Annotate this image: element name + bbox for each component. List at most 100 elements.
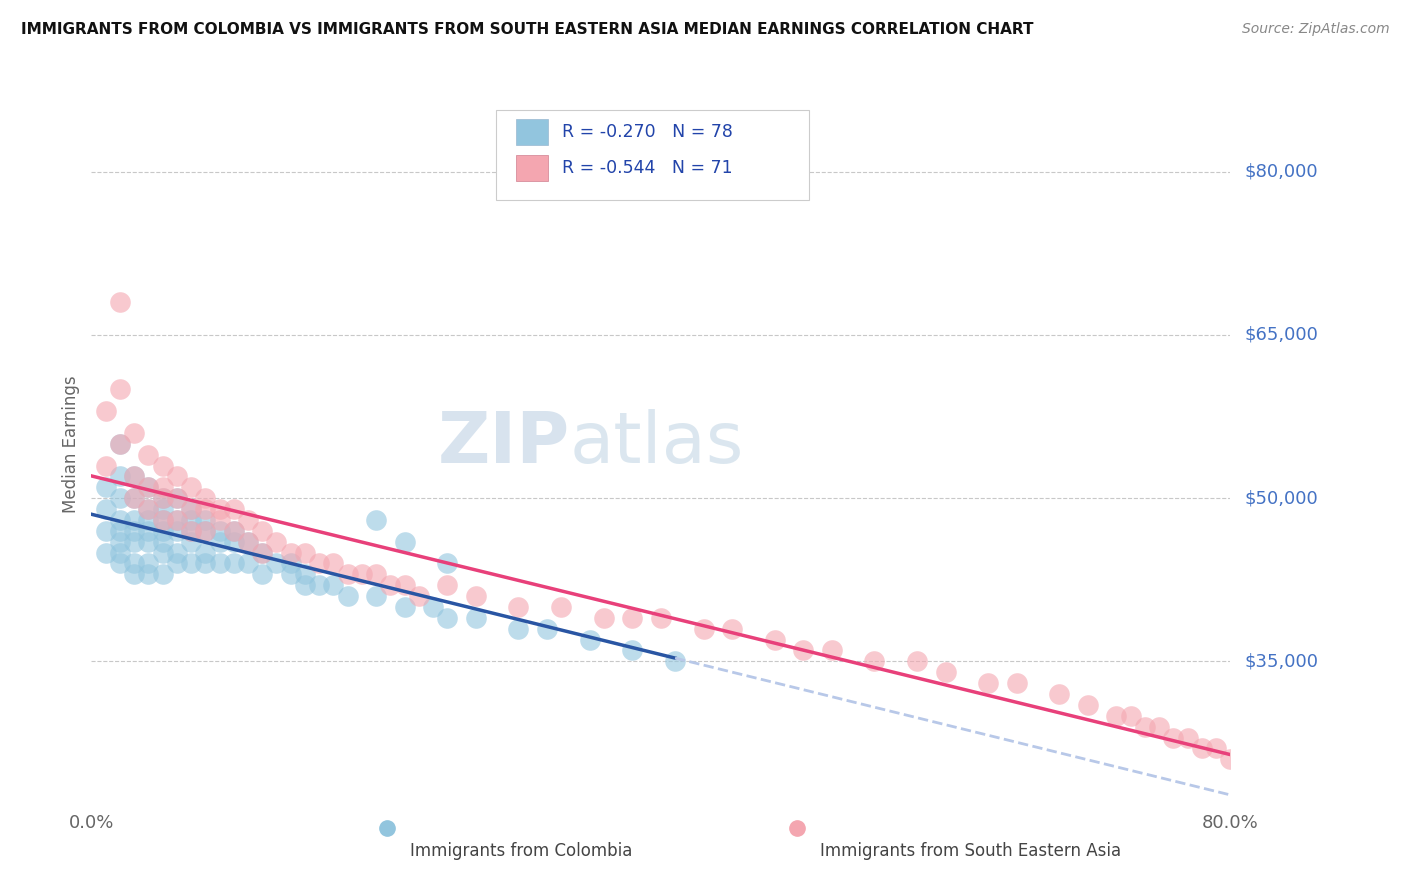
Point — [394, 534, 416, 549]
Point — [394, 578, 416, 592]
Point — [266, 534, 288, 549]
Point — [280, 557, 302, 571]
Point — [122, 513, 145, 527]
Point — [436, 557, 458, 571]
Point — [152, 524, 174, 538]
Point — [108, 557, 131, 571]
Point — [94, 404, 117, 418]
Point — [593, 611, 616, 625]
Point — [122, 469, 145, 483]
Point — [1205, 741, 1227, 756]
Text: ZIP: ZIP — [437, 409, 569, 478]
Point — [180, 502, 202, 516]
FancyBboxPatch shape — [496, 110, 808, 200]
Point — [222, 524, 245, 538]
Point — [94, 524, 117, 538]
Point — [166, 524, 188, 538]
Point — [763, 632, 786, 647]
Point — [122, 491, 145, 505]
Point — [236, 534, 259, 549]
Point — [138, 480, 160, 494]
FancyBboxPatch shape — [516, 155, 548, 181]
Point — [108, 534, 131, 549]
Point — [138, 502, 160, 516]
Point — [138, 513, 160, 527]
Point — [222, 557, 245, 571]
Point — [194, 545, 217, 559]
Point — [280, 567, 302, 582]
Point — [180, 502, 202, 516]
Point — [152, 491, 174, 505]
Point — [166, 545, 188, 559]
Point — [108, 491, 131, 505]
Point — [380, 578, 402, 592]
Point — [194, 502, 217, 516]
Point — [464, 589, 486, 603]
Point — [166, 491, 188, 505]
Point — [208, 557, 231, 571]
Text: Source: ZipAtlas.com: Source: ZipAtlas.com — [1241, 22, 1389, 37]
Point — [294, 567, 316, 582]
Point — [94, 502, 117, 516]
Point — [934, 665, 956, 680]
Point — [108, 437, 131, 451]
Point — [1147, 720, 1170, 734]
Point — [108, 513, 131, 527]
Point — [250, 545, 273, 559]
Point — [138, 567, 160, 582]
Point — [820, 643, 842, 657]
Point — [152, 534, 174, 549]
Text: IMMIGRANTS FROM COLOMBIA VS IMMIGRANTS FROM SOUTH EASTERN ASIA MEDIAN EARNINGS C: IMMIGRANTS FROM COLOMBIA VS IMMIGRANTS F… — [21, 22, 1033, 37]
Point — [266, 557, 288, 571]
Point — [152, 513, 174, 527]
FancyBboxPatch shape — [516, 119, 548, 145]
Point — [194, 524, 217, 538]
Point — [122, 425, 145, 440]
Point — [364, 513, 387, 527]
Point — [208, 534, 231, 549]
Point — [621, 611, 644, 625]
Point — [536, 622, 558, 636]
Point — [350, 567, 373, 582]
Point — [322, 557, 344, 571]
Point — [94, 458, 117, 473]
Point — [464, 611, 486, 625]
Point — [138, 480, 160, 494]
Point — [336, 589, 359, 603]
Point — [152, 545, 174, 559]
Point — [122, 567, 145, 582]
Point — [394, 599, 416, 614]
Point — [692, 622, 714, 636]
Point — [152, 458, 174, 473]
Point — [180, 557, 202, 571]
Point — [122, 524, 145, 538]
Text: Immigrants from Colombia: Immigrants from Colombia — [411, 842, 633, 860]
Point — [108, 545, 131, 559]
Point — [1191, 741, 1213, 756]
Point — [166, 491, 188, 505]
Text: R = -0.270   N = 78: R = -0.270 N = 78 — [562, 123, 733, 141]
Point — [1177, 731, 1199, 745]
Text: atlas: atlas — [569, 409, 744, 478]
Point — [508, 622, 530, 636]
Point — [108, 383, 131, 397]
Point — [138, 502, 160, 516]
Text: $35,000: $35,000 — [1244, 652, 1319, 671]
Point — [250, 545, 273, 559]
Point — [308, 578, 330, 592]
Point — [194, 557, 217, 571]
Point — [152, 480, 174, 494]
Point — [364, 567, 387, 582]
Point — [294, 545, 316, 559]
Point — [664, 654, 686, 668]
Point — [436, 578, 458, 592]
Point — [166, 469, 188, 483]
Y-axis label: Median Earnings: Median Earnings — [62, 375, 80, 513]
Point — [1119, 708, 1142, 723]
Point — [250, 524, 273, 538]
Point — [1133, 720, 1156, 734]
Point — [138, 448, 160, 462]
Point — [138, 534, 160, 549]
Point — [508, 599, 530, 614]
Point — [208, 524, 231, 538]
